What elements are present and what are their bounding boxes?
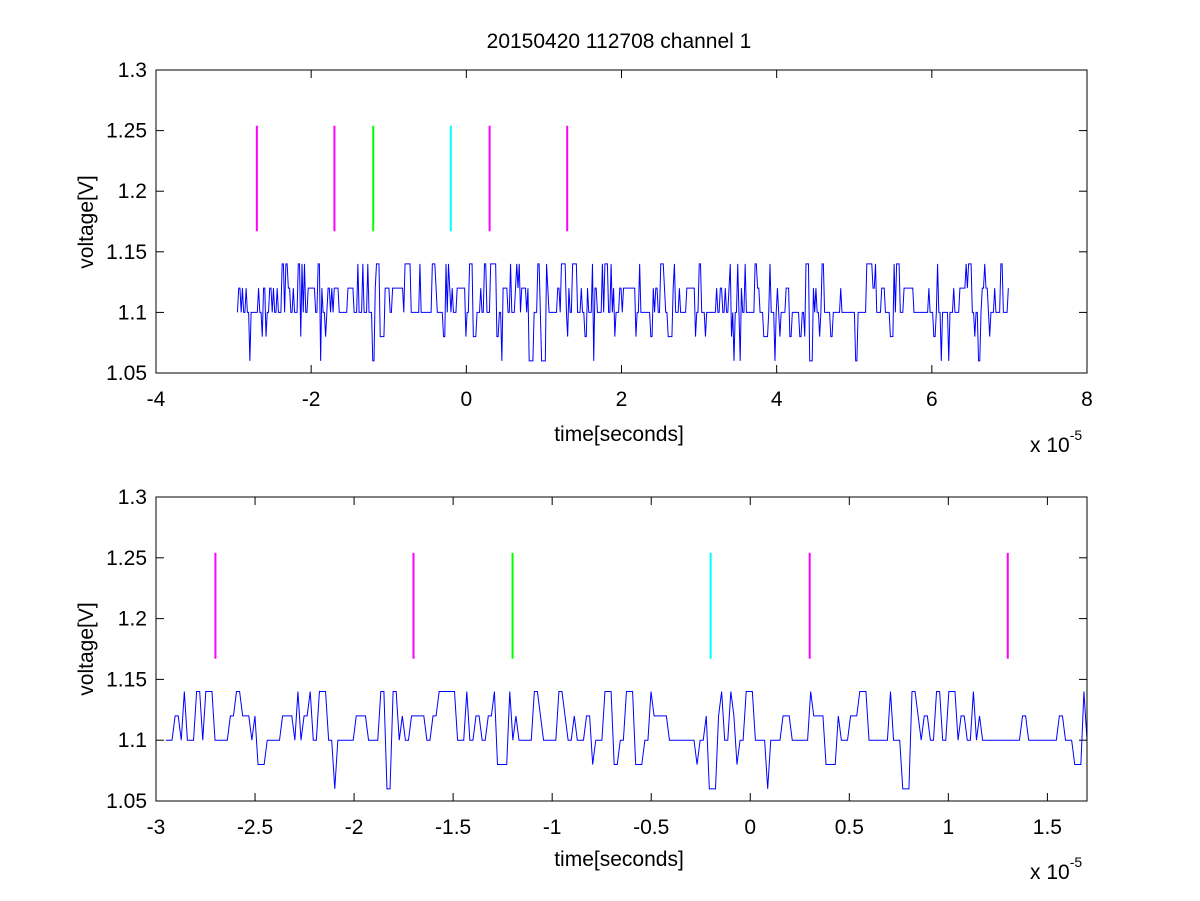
y-tick-label: 1.05 — [106, 362, 147, 385]
x-tick-label: -3 — [147, 816, 166, 839]
top-voltage-trace — [236, 263, 1009, 362]
bottom-event-markers — [214, 552, 1009, 659]
top-x-exponent: x 10-5 — [1030, 427, 1082, 457]
voltage-trace-line — [236, 263, 1009, 362]
x-tick-label: 4 — [771, 388, 783, 411]
x-tick-label: -2 — [345, 816, 364, 839]
y-tick-label: 1.2 — [118, 180, 147, 203]
top-ylabel: voltage[V] — [75, 175, 98, 268]
y-tick-label: 1.3 — [118, 59, 147, 82]
x-tick-label: 8 — [1081, 388, 1093, 411]
bottom-voltage-trace — [165, 691, 1088, 790]
top-axis-ticks: -4 -2 0 2 4 6 8 1.05 1.1 1.15 1.2 1.25 1.3 — [106, 59, 1093, 411]
top-xlabel: time[seconds] — [554, 423, 684, 446]
x-tick-label: 6 — [926, 388, 938, 411]
bottom-axes-frame — [155, 496, 1088, 802]
y-tick-label: 1.2 — [118, 608, 147, 631]
x-tick-label: 0 — [460, 388, 472, 411]
x-tick-label: -4 — [147, 388, 166, 411]
top-axes-frame — [155, 69, 1088, 374]
x-tick-label: -2.5 — [237, 816, 273, 839]
y-tick-label: 1.15 — [106, 241, 147, 264]
bottom-ylabel: voltage[V] — [75, 602, 98, 695]
x-tick-label: 0.5 — [835, 816, 864, 839]
y-tick-label: 1.1 — [118, 729, 147, 752]
x-tick-label: -2 — [302, 388, 321, 411]
y-tick-label: 1.15 — [106, 668, 147, 691]
x-tick-label: -0.5 — [633, 816, 669, 839]
y-tick-label: 1.25 — [106, 120, 147, 143]
y-tick-label: 1.05 — [106, 790, 147, 813]
voltage-trace-line — [165, 691, 1088, 790]
y-tick-label: 1.1 — [118, 301, 147, 324]
bottom-axis-ticks: -3 -2.5 -2 -1.5 -1 -0.5 0 0.5 1 1.5 1.05 1.1 1.15 1.2… — [106, 486, 1087, 839]
bottom-subplot: -3 -2.5 -2 -1.5 -1 -0.5 0 0.5 1 1.5 1.05 1.1 1.15 1.2… — [75, 486, 1088, 884]
x-tick-label: 2 — [616, 388, 628, 411]
x-tick-label: -1 — [543, 816, 562, 839]
top-event-markers — [255, 125, 569, 232]
top-subplot: -4 -2 0 2 4 6 8 1.05 1.1 1.15 1.2 1.25 1.3 time[seco… — [75, 59, 1093, 457]
y-tick-label: 1.25 — [106, 547, 147, 570]
figure-title: 20150420 112708 channel 1 — [487, 30, 752, 53]
x-tick-label: 1.5 — [1033, 816, 1062, 839]
y-tick-label: 1.3 — [118, 486, 147, 509]
x-tick-label: 1 — [942, 816, 954, 839]
x-tick-label: 0 — [744, 816, 756, 839]
x-tick-label: -1.5 — [435, 816, 471, 839]
bottom-xlabel: time[seconds] — [554, 848, 684, 871]
bottom-x-exponent: x 10-5 — [1030, 854, 1082, 884]
